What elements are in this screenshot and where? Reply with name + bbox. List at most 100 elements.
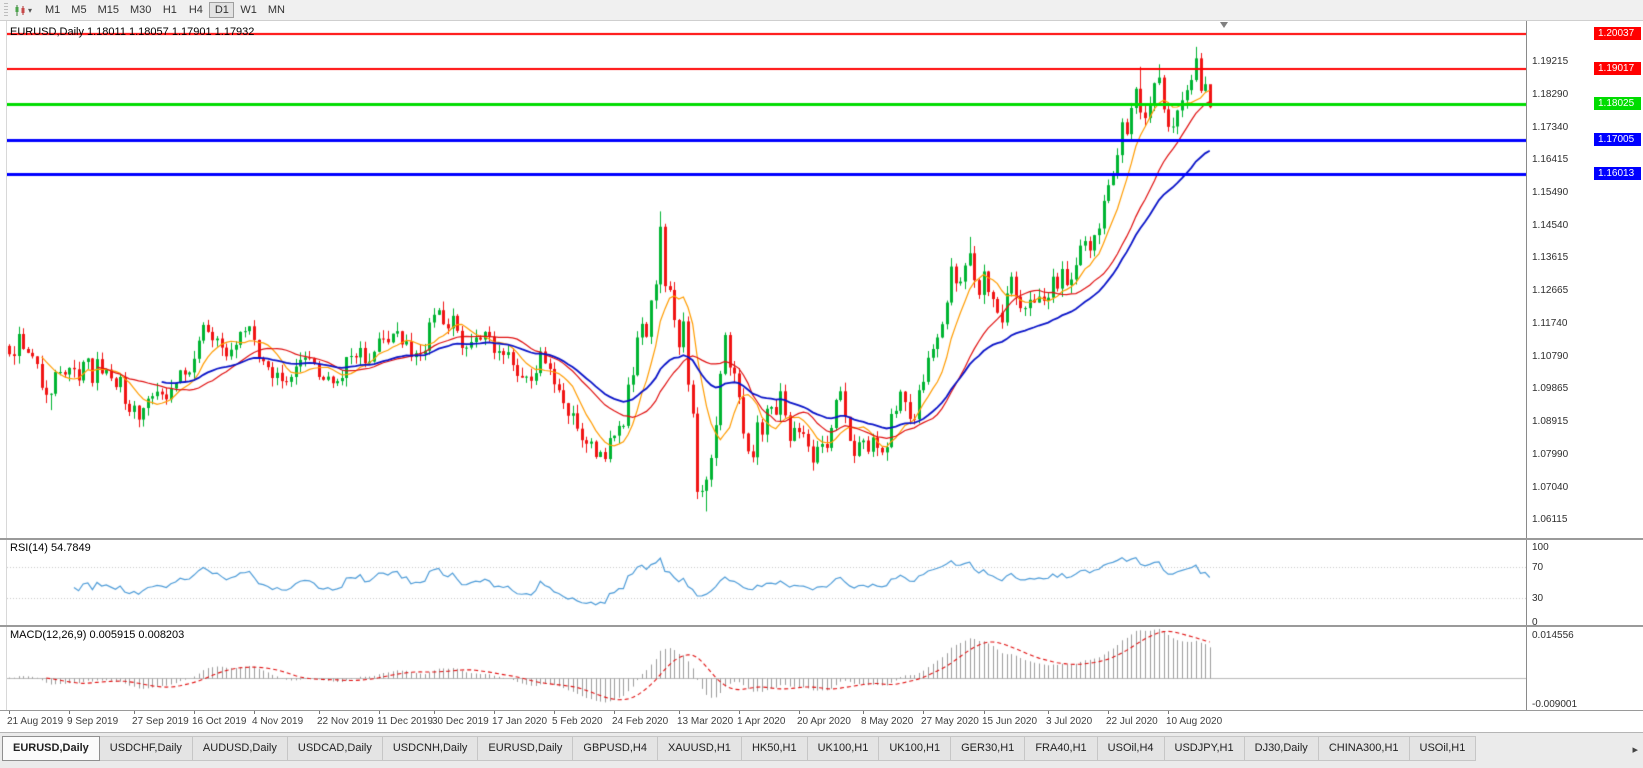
hline-price-label: 1.17005 — [1594, 132, 1641, 146]
chart-tab-xauusd-h1[interactable]: XAUUSD,H1 — [657, 736, 742, 761]
date-axis-label: 4 Nov 2019 — [252, 716, 304, 727]
date-axis-label: 22 Jul 2020 — [1106, 716, 1158, 727]
chart-tab-usoil-h4[interactable]: USOil,H4 — [1097, 736, 1165, 761]
timeframe-button-m1[interactable]: M1 — [45, 4, 61, 16]
price-axis-line — [1526, 21, 1527, 710]
price-axis-label: 1.17340 — [1532, 121, 1569, 133]
toolbar-drag-handle[interactable] — [4, 3, 8, 17]
timeframe-button-d1[interactable]: D1 — [209, 2, 235, 18]
date-tick-mark — [9, 711, 10, 714]
chart-type-button[interactable]: ▾ — [12, 3, 36, 18]
date-tick-mark — [254, 711, 255, 714]
timeframe-button-w1[interactable]: W1 — [240, 4, 257, 16]
chart-tab-usdchf-daily[interactable]: USDCHF,Daily — [99, 736, 193, 761]
panel-separator[interactable] — [0, 538, 1643, 540]
price-axis-label: 1.06115 — [1532, 514, 1568, 525]
date-tick-mark — [984, 711, 985, 714]
date-axis-label: 15 Jun 2020 — [982, 716, 1038, 727]
chart-tab-ger30-h1[interactable]: GER30,H1 — [951, 736, 1026, 761]
rsi-indicator-label: RSI(14) 54.7849 — [10, 542, 91, 554]
hline-price-label: 1.18025 — [1594, 96, 1641, 110]
chart-tab-eurusd-daily[interactable]: EURUSD,Daily — [478, 736, 574, 761]
hline-price-label: 1.20037 — [1594, 26, 1641, 40]
chart-tab-eurusd-daily[interactable]: EURUSD,Daily — [2, 736, 100, 761]
date-axis-label: 20 Apr 2020 — [797, 716, 851, 727]
timeframe-button-mn[interactable]: MN — [267, 4, 285, 16]
chart-tab-usdjpy-h1[interactable]: USDJPY,H1 — [1164, 736, 1245, 761]
date-axis-label: 3 Jul 2020 — [1046, 716, 1093, 727]
timeframes-toolbar: ▾ M1 M5 M15 M30 H1 H4 D1 W1 MN — [0, 0, 1643, 21]
date-axis-label: 13 Mar 2020 — [677, 716, 734, 727]
rsi-panel-canvas[interactable] — [7, 540, 1526, 625]
date-axis-label: 24 Feb 2020 — [612, 716, 669, 727]
chart-tab-hk50-h1[interactable]: HK50,H1 — [741, 736, 808, 761]
price-axis-label: 1.18290 — [1532, 88, 1569, 100]
macd-indicator-label: MACD(12,26,9) 0.005915 0.008203 — [10, 629, 185, 641]
chart-shift-marker[interactable] — [1220, 22, 1228, 28]
date-axis[interactable]: 21 Aug 2019 9 Sep 2019 27 Sep 2019 16 Oct 2… — [0, 710, 1643, 732]
chart-title: EURUSD,Daily 1.18011 1.18057 1.17901 1.1… — [10, 26, 255, 38]
date-axis-label: 17 Jan 2020 — [492, 716, 548, 727]
price-axis-label: 1.09865 — [1532, 383, 1569, 394]
chart-tab-fra40-h1[interactable]: FRA40,H1 — [1025, 736, 1098, 761]
macd-panel-canvas[interactable] — [7, 627, 1526, 710]
price-axis-label: 1.07990 — [1532, 448, 1569, 460]
chart-tab-gbpusd-h4[interactable]: GBPUSD,H4 — [573, 736, 658, 761]
chart-tab-usdcnh-daily[interactable]: USDCNH,Daily — [382, 736, 479, 761]
price-axis[interactable]: 1.19215 1.18290 1.17340 1.16415 1.15490 1.145… — [1527, 0, 1643, 732]
main-chart-canvas[interactable] — [7, 21, 1526, 538]
date-tick-mark — [1048, 711, 1049, 714]
candlestick-chart-icon — [15, 4, 25, 16]
date-axis-label: 27 May 2020 — [921, 716, 979, 727]
date-tick-mark — [69, 711, 70, 714]
chart-tab-audusd-daily[interactable]: AUDUSD,Daily — [192, 736, 288, 761]
date-axis-label: 16 Oct 2019 — [192, 716, 247, 727]
chart-tab-dj30-daily[interactable]: DJ30,Daily — [1244, 736, 1319, 761]
date-tick-mark — [679, 711, 680, 714]
macd-axis-min-label: -0.009001 — [1532, 699, 1578, 710]
date-axis-label: 22 Nov 2019 — [317, 716, 374, 727]
timeframe-button-m15[interactable]: M15 — [97, 4, 119, 16]
date-tick-mark — [434, 711, 435, 714]
date-axis-label: 5 Feb 2020 — [552, 716, 603, 727]
date-axis-label: 8 May 2020 — [861, 716, 914, 727]
date-axis-label: 27 Sep 2019 — [132, 716, 189, 727]
date-tick-mark — [614, 711, 615, 714]
tab-scroll-right-button[interactable]: ▸ — [1632, 744, 1638, 756]
date-tick-mark — [863, 711, 864, 714]
chart-tab-usoil-h1[interactable]: USOil,H1 — [1409, 736, 1477, 761]
price-axis-label: 1.12665 — [1532, 285, 1569, 297]
chart-tab-usdcad-daily[interactable]: USDCAD,Daily — [287, 736, 383, 761]
price-axis-label: 1.15490 — [1532, 186, 1569, 198]
chart-tab-uk100-h1[interactable]: UK100,H1 — [807, 736, 880, 761]
rsi-axis-label: 100 — [1532, 542, 1549, 553]
chart-tab-uk100-h1[interactable]: UK100,H1 — [879, 736, 952, 761]
rsi-axis-label: 0 — [1532, 617, 1538, 628]
timeframe-button-h1[interactable]: H1 — [162, 4, 177, 16]
date-tick-mark — [134, 711, 135, 714]
date-axis-label: 10 Aug 2020 — [1166, 716, 1223, 727]
date-axis-label: 21 Aug 2019 — [7, 716, 64, 727]
date-tick-mark — [799, 711, 800, 714]
timeframe-button-h4[interactable]: H4 — [188, 4, 203, 16]
rsi-axis-label: 30 — [1532, 593, 1544, 605]
price-axis-label: 1.11740 — [1532, 317, 1568, 329]
macd-axis-max-label: 0.014556 — [1532, 630, 1574, 641]
date-tick-mark — [379, 711, 380, 714]
price-axis-label: 1.13615 — [1532, 252, 1569, 264]
date-axis-label: 9 Sep 2019 — [67, 716, 119, 727]
price-axis-label: 1.08915 — [1532, 416, 1569, 428]
timeframe-button-m30[interactable]: M30 — [129, 4, 152, 16]
date-tick-mark — [1108, 711, 1109, 714]
timeframe-button-m5[interactable]: M5 — [71, 4, 87, 16]
date-tick-mark — [923, 711, 924, 714]
date-axis-label: 1 Apr 2020 — [737, 716, 786, 727]
chart-tab-china300-h1[interactable]: CHINA300,H1 — [1318, 736, 1410, 761]
price-axis-label: 1.16415 — [1532, 154, 1569, 166]
date-axis-label: 11 Dec 2019 — [377, 716, 433, 727]
panel-separator[interactable] — [0, 625, 1643, 627]
timeframe-buttons: M1 M5 M15 M30 H1 H4 D1 W1 MN — [40, 2, 291, 18]
date-tick-mark — [319, 711, 320, 714]
plot-left-border — [6, 21, 7, 710]
